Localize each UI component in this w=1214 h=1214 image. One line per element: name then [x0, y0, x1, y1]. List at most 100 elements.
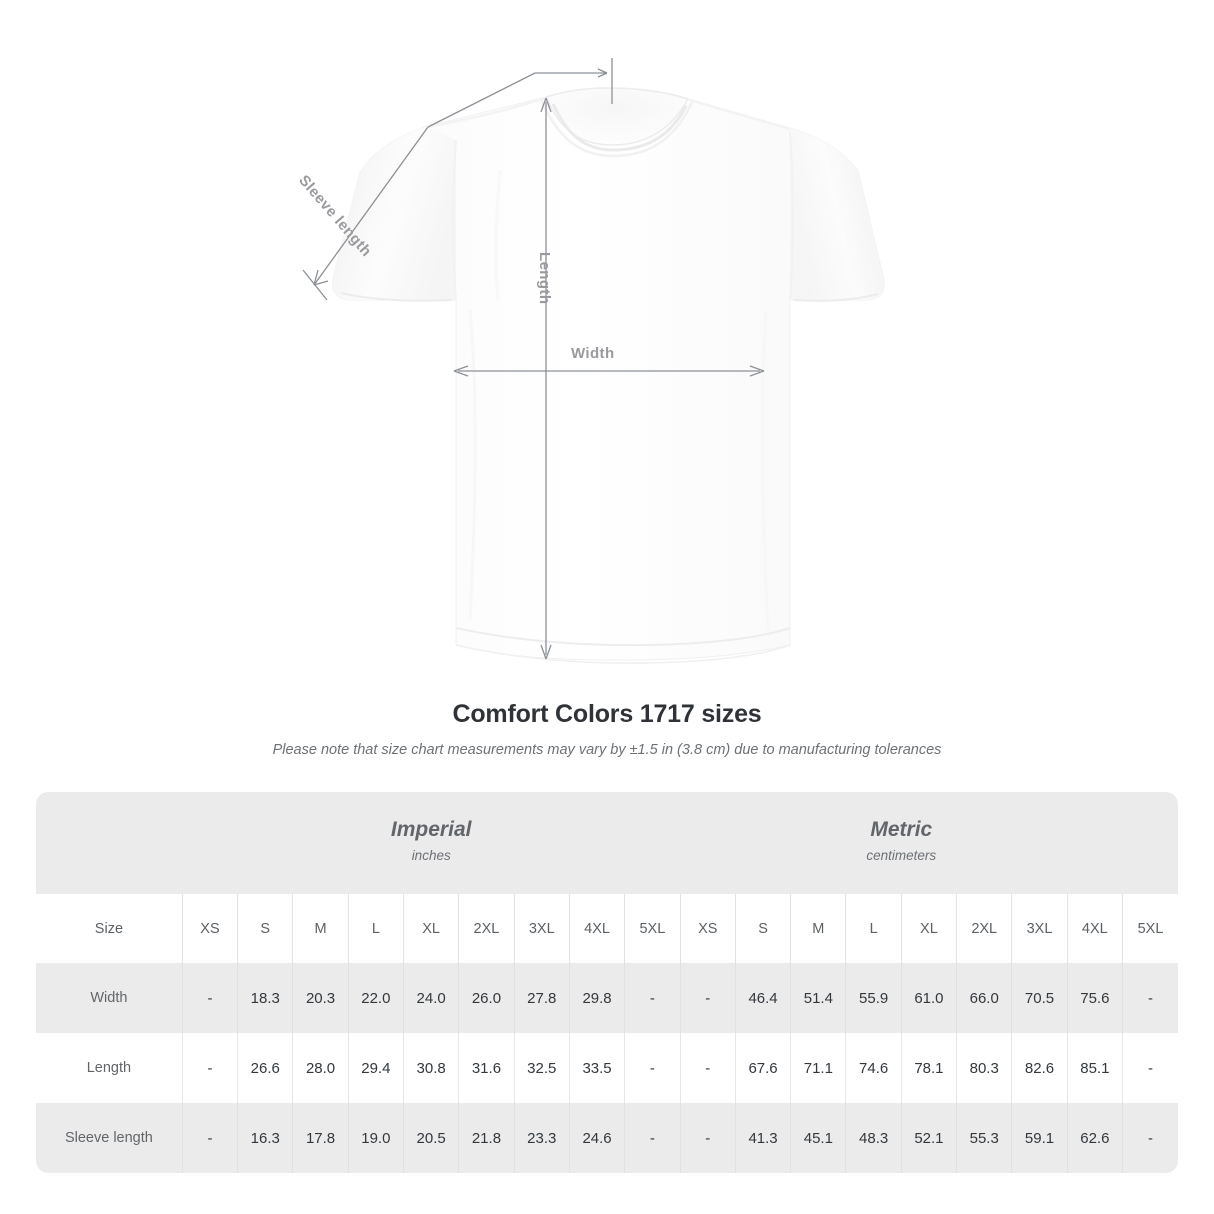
- cell-sleeve-metric-s: 41.3: [734, 1103, 791, 1173]
- length-dimension-label: Length: [536, 252, 553, 305]
- cell-width-imperial-3xl: 27.8: [513, 963, 570, 1033]
- size-col-imperial-2xl: 2XL: [458, 894, 515, 963]
- sleeve-length-arrow: [302, 126, 429, 301]
- page-title: Comfort Colors 1717 sizes: [452, 700, 762, 728]
- cell-length-imperial-5xl: -: [624, 1033, 681, 1103]
- cell-sleeve-imperial-s: 16.3: [237, 1103, 293, 1173]
- size-col-metric-xs: XS: [679, 894, 736, 963]
- size-col-metric-4xl: 4XL: [1066, 894, 1123, 963]
- cell-sleeve-metric-4xl: 62.6: [1066, 1103, 1123, 1173]
- cell-width-imperial-4xl: 29.8: [568, 963, 625, 1033]
- unit-header-metric: Metric centimeters: [680, 792, 1123, 894]
- size-col-imperial-5xl: 5XL: [624, 894, 681, 963]
- unit-name-metric: Metric: [870, 818, 933, 842]
- cell-sleeve-imperial-xl: 20.5: [402, 1103, 459, 1173]
- cell-width-imperial-5xl: -: [624, 963, 681, 1033]
- cell-sleeve-metric-xl: 52.1: [900, 1103, 957, 1173]
- cell-width-metric-s: 46.4: [734, 963, 791, 1033]
- size-col-imperial-3xl: 3XL: [513, 894, 570, 963]
- tolerance-note: Please note that size chart measurements…: [272, 742, 942, 758]
- cell-length-metric-s: 67.6: [734, 1033, 791, 1103]
- table-row: Length - 26.6 28.0 29.4 30.8 31.6 32.5 3…: [36, 1033, 1178, 1103]
- cell-width-imperial-l: 22.0: [347, 963, 404, 1033]
- row-label-length: Length: [36, 1033, 183, 1103]
- cell-length-imperial-xs: -: [181, 1033, 238, 1103]
- size-col-metric-3xl: 3XL: [1011, 894, 1068, 963]
- cell-length-imperial-3xl: 32.5: [513, 1033, 570, 1103]
- cell-sleeve-imperial-2xl: 21.8: [458, 1103, 515, 1173]
- cell-width-imperial-xl: 24.0: [402, 963, 459, 1033]
- unit-sub-metric: centimeters: [866, 848, 937, 864]
- size-col-metric-5xl: 5XL: [1122, 894, 1178, 963]
- row-label-width: Width: [36, 963, 183, 1033]
- cell-sleeve-metric-m: 45.1: [790, 1103, 846, 1173]
- cell-length-metric-xs: -: [679, 1033, 736, 1103]
- shoulder-dimension-arrow: [427, 58, 613, 128]
- size-col-metric-xl: XL: [900, 894, 957, 963]
- cell-width-metric-2xl: 66.0: [956, 963, 1012, 1033]
- title-block: Comfort Colors 1717 sizes Please note th…: [0, 700, 1214, 758]
- size-header-row: Size XS S M L XL 2XL 3XL 4XL 5XL XS S M …: [36, 894, 1178, 963]
- unit-header-pad: [1122, 792, 1178, 894]
- cell-width-imperial-s: 18.3: [237, 963, 293, 1033]
- cell-width-imperial-m: 20.3: [292, 963, 349, 1033]
- size-col-metric-m: M: [790, 894, 846, 963]
- unit-name-imperial: Imperial: [390, 818, 472, 842]
- cell-length-metric-xl: 78.1: [900, 1033, 957, 1103]
- size-col-metric-s: S: [734, 894, 791, 963]
- tshirt-illustration: [302, 58, 885, 664]
- cell-length-imperial-l: 29.4: [347, 1033, 404, 1103]
- size-col-imperial-l: L: [347, 894, 404, 963]
- cell-length-imperial-4xl: 33.5: [568, 1033, 625, 1103]
- cell-width-metric-m: 51.4: [790, 963, 846, 1033]
- size-col-imperial-xl: XL: [402, 894, 459, 963]
- size-col-imperial-m: M: [292, 894, 349, 963]
- size-header-label: Size: [36, 894, 183, 963]
- size-col-imperial-xs: XS: [181, 894, 238, 963]
- cell-width-metric-3xl: 70.5: [1011, 963, 1068, 1033]
- cell-sleeve-imperial-4xl: 24.6: [568, 1103, 625, 1173]
- unit-header-imperial: Imperial inches: [182, 792, 681, 894]
- cell-sleeve-imperial-m: 17.8: [292, 1103, 349, 1173]
- size-col-metric-l: L: [845, 894, 902, 963]
- size-chart-table-wrapper: Imperial inches Metric centimeters Size …: [36, 792, 1178, 1173]
- dimension-lines: [302, 58, 765, 660]
- table-row: Sleeve length - 16.3 17.8 19.0 20.5 21.8…: [36, 1103, 1178, 1173]
- cell-length-metric-m: 71.1: [790, 1033, 846, 1103]
- size-chart-table: Imperial inches Metric centimeters Size …: [36, 792, 1178, 1173]
- cell-length-imperial-s: 26.6: [237, 1033, 293, 1103]
- unit-header-spacer: [36, 792, 183, 894]
- cell-sleeve-metric-3xl: 59.1: [1011, 1103, 1068, 1173]
- tshirt-measurement-diagram: Sleeve length Length Width: [295, 58, 885, 664]
- width-arrow: [453, 365, 765, 377]
- cell-length-imperial-2xl: 31.6: [458, 1033, 515, 1103]
- cell-length-metric-3xl: 82.6: [1011, 1033, 1068, 1103]
- cell-length-metric-5xl: -: [1122, 1033, 1178, 1103]
- size-col-imperial-s: S: [237, 894, 293, 963]
- size-col-imperial-4xl: 4XL: [568, 894, 625, 963]
- table-row: Width - 18.3 20.3 22.0 24.0 26.0 27.8 29…: [36, 963, 1178, 1033]
- cell-sleeve-metric-5xl: -: [1122, 1103, 1178, 1173]
- cell-width-metric-5xl: -: [1122, 963, 1178, 1033]
- width-dimension-label: Width: [571, 345, 615, 362]
- cell-width-metric-4xl: 75.6: [1066, 963, 1123, 1033]
- unit-sub-imperial: inches: [411, 848, 451, 864]
- cell-sleeve-metric-2xl: 55.3: [956, 1103, 1012, 1173]
- cell-sleeve-imperial-l: 19.0: [347, 1103, 404, 1173]
- cell-length-metric-l: 74.6: [845, 1033, 902, 1103]
- cell-length-metric-2xl: 80.3: [956, 1033, 1012, 1103]
- shirt-silhouette: [331, 87, 885, 664]
- cell-length-imperial-m: 28.0: [292, 1033, 349, 1103]
- cell-length-imperial-xl: 30.8: [402, 1033, 459, 1103]
- size-col-metric-2xl: 2XL: [956, 894, 1012, 963]
- cell-sleeve-metric-l: 48.3: [845, 1103, 902, 1173]
- cell-length-metric-4xl: 85.1: [1066, 1033, 1123, 1103]
- cell-sleeve-metric-xs: -: [679, 1103, 736, 1173]
- unit-header-row: Imperial inches Metric centimeters: [36, 792, 1178, 894]
- length-arrow: [540, 97, 552, 660]
- cell-width-metric-l: 55.9: [845, 963, 902, 1033]
- cell-width-imperial-xs: -: [181, 963, 238, 1033]
- cell-sleeve-imperial-3xl: 23.3: [513, 1103, 570, 1173]
- cell-sleeve-imperial-xs: -: [181, 1103, 238, 1173]
- cell-width-metric-xl: 61.0: [900, 963, 957, 1033]
